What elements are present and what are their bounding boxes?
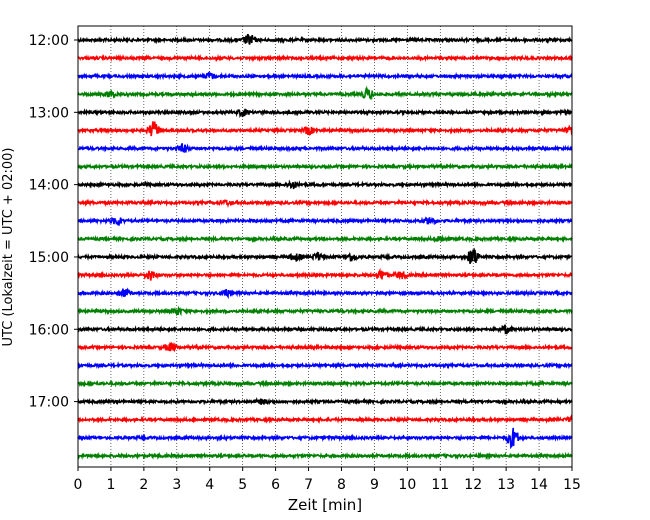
x-tick-label: 10 bbox=[398, 477, 416, 493]
x-tick-label: 12 bbox=[464, 477, 482, 493]
trace-row bbox=[77, 341, 573, 353]
y-axis-label: UTC (Lokalzeit = UTC + 02:00) bbox=[1, 148, 16, 347]
trace-row bbox=[77, 305, 573, 317]
x-tick-label: 9 bbox=[370, 477, 379, 493]
trace-row bbox=[77, 427, 573, 450]
trace-row bbox=[77, 396, 573, 406]
trace-row bbox=[77, 85, 573, 101]
trace-row bbox=[77, 198, 573, 209]
x-tick-label: 3 bbox=[172, 477, 181, 493]
trace-row bbox=[77, 162, 573, 171]
x-axis-label: Zeit [min] bbox=[288, 496, 362, 514]
trace-row bbox=[77, 451, 573, 461]
x-tick-label: 13 bbox=[497, 477, 515, 493]
trace-row bbox=[77, 108, 573, 119]
x-tick-label: 14 bbox=[530, 477, 548, 493]
y-tick-label: 17:00 bbox=[29, 395, 69, 411]
seismic-traces bbox=[77, 33, 573, 461]
plot-frame bbox=[77, 25, 573, 468]
x-tick-label: 6 bbox=[271, 477, 280, 493]
trace-row bbox=[77, 287, 573, 300]
y-tick-label: 15:00 bbox=[29, 250, 69, 266]
trace-row bbox=[77, 267, 573, 281]
trace-row bbox=[77, 216, 573, 227]
x-tick-label: 2 bbox=[139, 477, 148, 493]
trace-row bbox=[77, 234, 573, 244]
x-tick-label: 7 bbox=[304, 477, 313, 493]
x-tick-label: 1 bbox=[106, 477, 115, 493]
trace-row bbox=[77, 361, 573, 370]
trace-row bbox=[77, 179, 573, 190]
trace-row bbox=[77, 143, 573, 154]
x-axis-ticks: 0 1 2 3 4 5 6 7 8 9 10 11 12 13 14 15 bbox=[74, 467, 581, 493]
y-tick-label: 16:00 bbox=[29, 322, 69, 338]
trace-row bbox=[77, 121, 573, 137]
y-tick-label: 14:00 bbox=[29, 178, 69, 194]
y-tick-label: 12:00 bbox=[29, 33, 69, 49]
x-tick-label: 5 bbox=[238, 477, 247, 493]
trace-row bbox=[77, 70, 573, 81]
trace-row bbox=[77, 414, 573, 424]
trace-row bbox=[77, 379, 573, 388]
x-tick-label: 0 bbox=[74, 477, 83, 493]
x-tick-label: 15 bbox=[563, 477, 581, 493]
trace-row bbox=[77, 53, 573, 63]
x-tick-label: 11 bbox=[431, 477, 449, 493]
trace-row bbox=[77, 33, 573, 45]
x-tick-label: 8 bbox=[337, 477, 346, 493]
x-tick-label: 4 bbox=[205, 477, 214, 493]
trace-row bbox=[77, 247, 573, 264]
plot-background bbox=[78, 26, 572, 467]
y-tick-label: 13:00 bbox=[29, 105, 69, 121]
y-axis-ticks: 12:00 13:00 14:00 15:00 16:00 17:00 bbox=[29, 33, 78, 411]
trace-row bbox=[77, 324, 573, 335]
